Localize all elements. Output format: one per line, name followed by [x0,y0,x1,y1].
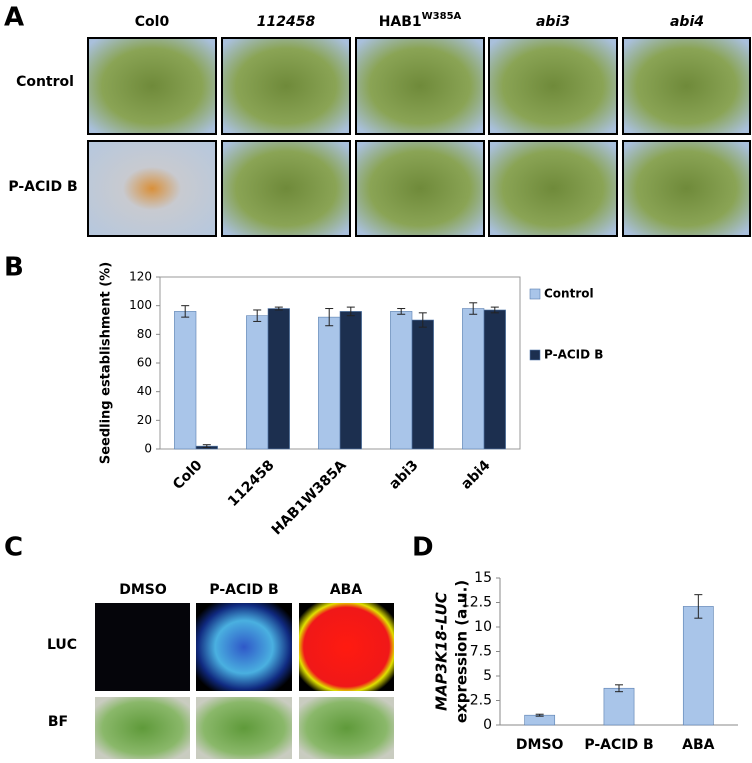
bar [174,311,197,450]
error-bar [535,713,544,717]
column-label: abi4 [670,14,704,30]
photo [622,37,751,135]
panel-label: B [4,253,24,283]
row-label: P-ACID B [8,179,77,195]
legend-swatch [529,288,541,300]
column-label: 112458 [257,14,316,30]
y-tick-label: 7.5 [470,644,492,660]
x-tick-label: abi4 [458,457,494,493]
photo-grid [95,603,394,759]
error-bar [202,444,211,449]
label-text: HAB1 [379,14,422,30]
column-label: HAB1W385A [379,11,462,30]
x-tick-label: DMSO [516,737,564,753]
photo [196,697,292,759]
y-tick-label: 60 [137,356,152,370]
error-bar [469,302,478,315]
y-tick-label: 40 [137,384,152,398]
panel-label: D [412,533,434,563]
bar [318,316,341,450]
x-tick-label: abi3 [386,457,421,492]
legend-swatch [529,349,541,361]
column-label: Col0 [135,14,170,30]
y-tick-label: 12.5 [461,595,492,611]
legend-label: Control [544,287,594,301]
x-tick-label: HAB1W385A [269,457,350,538]
y-tick-label: 20 [137,413,152,427]
bar [483,309,506,450]
y-tick-label: 80 [137,327,152,341]
bar [603,687,635,726]
y-tick-label: 10 [474,619,492,635]
y-axis-label: MAP3K18-LUC [433,592,451,711]
bar [339,311,362,450]
label-sup: W385A [422,11,462,22]
photo [355,37,485,135]
panel-label: A [4,3,24,33]
panel-label: C [4,533,23,563]
error-bar [694,594,703,619]
photo [355,140,485,237]
row-label: Control [16,74,74,90]
photo [87,37,217,135]
x-tick-label: P-ACID B [584,737,653,753]
bar [682,606,714,726]
photo [221,37,351,135]
x-tick-label: Col0 [170,457,206,493]
y-tick-label: 2.5 [470,693,492,709]
photo-grid [87,37,751,237]
photo [622,140,751,237]
column-label: abi3 [536,14,570,30]
bar [390,311,413,450]
y-tick-label: 0 [483,717,492,733]
x-tick-label: 112458 [225,457,278,510]
y-tick-label: 0 [144,442,152,456]
y-tick-label: 15 [474,570,492,586]
photo [196,603,292,691]
photo [221,140,351,237]
photo [488,37,618,135]
row-label: LUC [47,637,77,653]
row-label: BF [48,714,68,730]
error-bar [181,305,190,318]
bar [267,308,290,450]
bar [246,315,269,450]
photo [95,603,190,691]
bar [462,308,485,450]
column-label: P-ACID B [209,582,278,598]
error-bar [253,309,262,322]
error-bar [346,306,355,317]
error-bar [490,306,499,314]
y-tick-label: 100 [129,298,152,312]
error-bar [397,308,406,315]
photo [299,603,394,691]
photo [299,697,394,759]
x-tick-label: ABA [682,737,715,753]
y-axis-label: Seedling establishment (%) [99,262,114,464]
error-bar [325,308,334,327]
legend-label: P-ACID B [544,348,603,362]
y-axis-label: expression (a.u.) [453,580,471,723]
photo [95,697,190,759]
y-tick-label: 120 [129,270,152,284]
photo [488,140,618,237]
error-bar [418,312,427,328]
error-bar [615,684,623,693]
photo [87,140,217,237]
error-bar [274,306,283,311]
column-label: DMSO [119,582,167,598]
column-label: ABA [330,582,363,598]
bar [411,319,434,450]
y-tick-label: 5 [483,668,492,684]
